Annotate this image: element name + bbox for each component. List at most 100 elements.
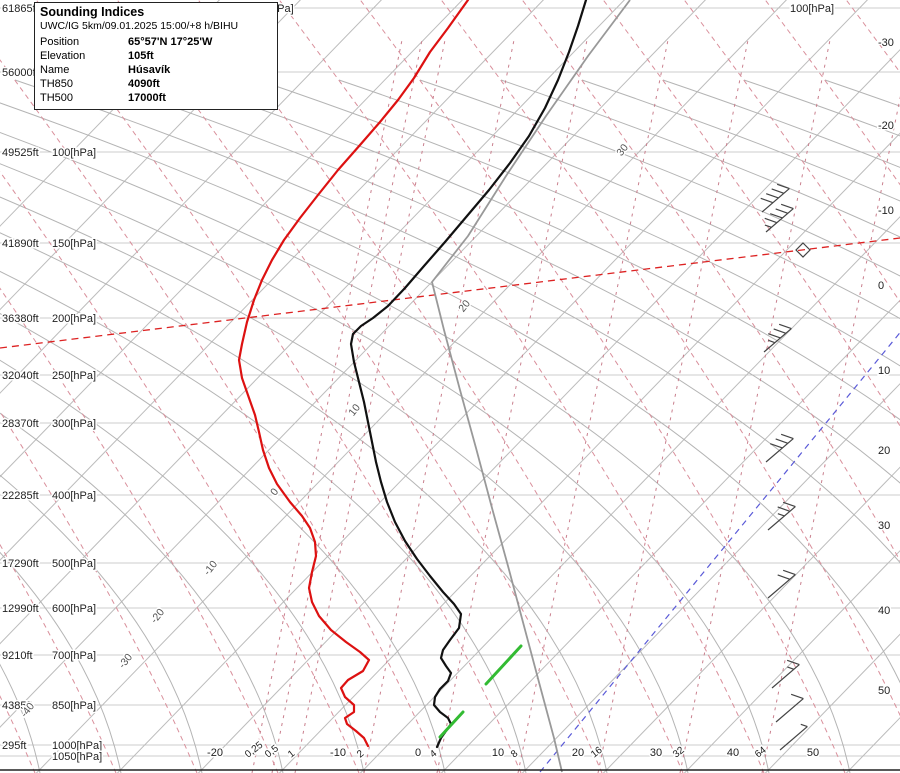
info-value: 65°57'N 17°25'W	[128, 36, 213, 48]
sounding-info-box: Sounding Indices UWC/IG 5km/09.01.2025 1…	[34, 2, 278, 110]
tropopause-marker	[795, 242, 811, 258]
moist-adiabat-line	[0, 59, 441, 773]
altitude-label: 36380ft	[2, 313, 39, 325]
isotherm-line	[0, 0, 463, 478]
mixing-ratio-label: 64	[753, 745, 769, 761]
altitude-label: 9210ft	[2, 650, 33, 662]
pressure-label: 300[hPa]	[52, 418, 96, 430]
dry-adiabat-line	[0, 102, 900, 684]
wind-barb-staff	[763, 328, 792, 353]
dry-adiabat-line	[14, 79, 900, 564]
isotherm-line	[0, 0, 625, 645]
wind-barb-staff	[761, 188, 790, 213]
info-label: Position	[40, 36, 80, 48]
wind-barb-feather	[786, 659, 800, 666]
bottom-temp-label: 10	[492, 747, 504, 759]
dry-adiabat-line	[0, 474, 203, 773]
isotherm-line	[0, 0, 544, 561]
wind-barb-staff	[767, 574, 796, 599]
wind-barb-staff	[765, 208, 794, 233]
isotherm-line	[602, 466, 900, 773]
info-row-th850: TH850 4090ft	[40, 77, 272, 91]
wind-barb-half-feather	[787, 666, 795, 670]
right-temp-label: 20	[878, 445, 890, 457]
info-value: Húsavík	[128, 64, 171, 76]
wind-barb	[767, 501, 796, 531]
wind-barb-half-feather	[764, 224, 772, 228]
moist-adiabat-line	[197, 0, 684, 773]
wind-barb-feather	[775, 208, 789, 214]
info-label: Elevation	[40, 50, 86, 62]
bottom-temp-label: 20	[572, 747, 584, 759]
right-temp-label: -20	[878, 120, 894, 132]
dry-adiabat-line	[257, 79, 900, 367]
mixing-ratio-line	[251, 39, 403, 773]
isotherm-line	[0, 0, 382, 394]
pressure-label: 1000[hPa]	[52, 740, 102, 752]
pressure-label: 150[hPa]	[52, 238, 96, 250]
moist-adiabat-line	[683, 0, 900, 303]
altitude-label: 56000ft	[2, 67, 39, 79]
moist-adiabat-line	[440, 0, 900, 717]
wind-barb-staff	[771, 664, 800, 689]
wind-barb-feather	[777, 506, 791, 512]
pressure-label: 850[hPa]	[52, 700, 96, 712]
moist-adiabat-line	[0, 170, 360, 773]
moist-adiabat-line	[359, 0, 846, 773]
dewpoint-curve	[237, 0, 470, 748]
pressure-label: 200[hPa]	[52, 313, 96, 325]
moist-adiabat-line	[116, 0, 603, 773]
dry-adiabat-line	[338, 79, 900, 320]
dry-adiabat-line	[0, 163, 770, 773]
wind-barb	[765, 433, 794, 463]
tropopause-diamond-icon	[795, 242, 811, 258]
altitude-label: 295ft	[2, 740, 26, 752]
mixing-ratio-line	[517, 39, 669, 773]
pressure-label: 100[hPa]	[52, 147, 96, 159]
altitude-label: 4385ft	[2, 700, 33, 712]
pressure-label: 1050[hPa]	[52, 751, 102, 763]
wind-barb	[760, 183, 790, 213]
wind-barb-feather	[760, 197, 774, 204]
pressure-label: 700[hPa]	[52, 650, 96, 662]
info-box-model-line: UWC/IG 5km/09.01.2025 15:00/+8 h/BIHU	[40, 20, 239, 32]
wind-barb-half-feather	[800, 723, 808, 728]
mixing-ratio-line	[761, 96, 900, 773]
blue-dashed-line	[539, 331, 900, 773]
moist-adiabat-line	[845, 0, 900, 74]
isotherm-line	[35, 0, 787, 773]
info-value: 4090ft	[128, 78, 160, 90]
wind-barb-staff	[767, 506, 796, 531]
dry-adiabat-line	[176, 79, 900, 421]
info-row-th500: TH500 17000ft	[40, 91, 272, 105]
moist-adiabat-line	[278, 0, 765, 773]
wind-barb	[775, 693, 804, 723]
right-temp-label: 0	[878, 280, 884, 292]
dry-adiabat-line	[0, 412, 284, 773]
altitude-label: 49525ft	[2, 147, 39, 159]
moist-adiabat-line	[764, 0, 900, 186]
altitude-label: 41890ft	[2, 238, 39, 250]
info-row-position: Position 65°57'N 17°25'W	[40, 35, 272, 49]
isotherm-line	[359, 216, 900, 773]
wind-barb-feather	[782, 569, 796, 576]
dry-adiabat-line	[0, 196, 689, 773]
info-label: TH500	[40, 92, 74, 104]
dry-adiabat-line	[0, 232, 608, 773]
wind-barb-feather	[778, 323, 792, 330]
dry-adiabat-line	[824, 79, 900, 107]
bottom-temp-label: -20	[207, 747, 223, 759]
dewpoint-profile	[237, 0, 470, 748]
pressure-label: 400[hPa]	[52, 490, 96, 502]
wind-barb-feather	[777, 574, 791, 580]
top-pressure-label: 100[hPa]	[790, 3, 834, 15]
isotherm-line	[440, 299, 900, 773]
dry-adiabat-line	[743, 79, 900, 137]
bottom-temp-label: -10	[330, 747, 346, 759]
wind-barb-staff	[775, 698, 804, 723]
info-box-title: Sounding Indices	[40, 5, 145, 19]
mixing-ratio-line	[436, 39, 588, 773]
